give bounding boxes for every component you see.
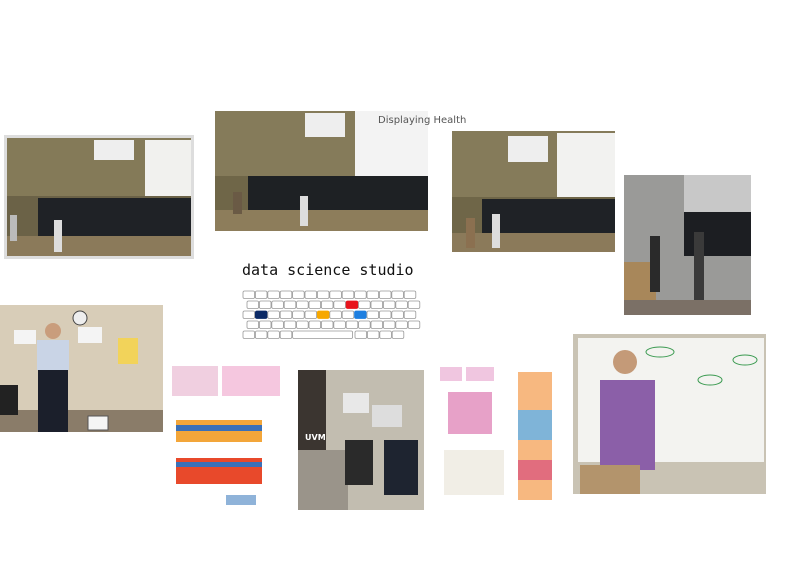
keyboard-logo — [242, 290, 421, 339]
key — [292, 290, 305, 299]
key — [308, 320, 322, 329]
key — [403, 310, 417, 319]
key — [378, 290, 392, 299]
key — [345, 320, 359, 329]
key — [283, 320, 297, 329]
photo-chart-alluvial — [438, 360, 556, 500]
key — [391, 290, 404, 299]
key — [279, 310, 293, 319]
photo-lecture-3 — [452, 131, 615, 252]
photo-lecture-1 — [4, 135, 194, 259]
key — [258, 320, 272, 329]
photo-classroom: UVM — [298, 370, 424, 510]
photo-sign: UVM — [305, 433, 326, 442]
key — [329, 310, 342, 319]
key — [379, 330, 392, 339]
key — [382, 320, 396, 329]
key — [333, 320, 346, 329]
key — [304, 310, 318, 319]
key — [378, 310, 392, 319]
key — [316, 290, 330, 299]
photo-presenters — [624, 175, 751, 315]
slide-text: Displaying Health — [378, 115, 466, 126]
key — [403, 290, 417, 299]
key — [320, 320, 334, 329]
key — [279, 290, 293, 299]
key — [345, 300, 359, 309]
key — [292, 330, 354, 339]
key — [246, 320, 260, 329]
key — [366, 330, 380, 339]
key — [296, 320, 309, 329]
key — [395, 300, 408, 309]
key — [242, 310, 256, 319]
photo-whiteboard — [573, 334, 766, 494]
photo-lecture-2: Displaying Health — [215, 111, 466, 231]
logo-title: data science studio — [242, 261, 414, 279]
key — [391, 310, 404, 319]
key — [254, 330, 268, 339]
key — [370, 300, 384, 309]
key — [296, 300, 309, 309]
key — [333, 300, 346, 309]
key — [254, 310, 268, 319]
key — [358, 300, 371, 309]
key — [358, 320, 371, 329]
key — [341, 290, 355, 299]
key — [329, 290, 342, 299]
key — [391, 330, 405, 339]
key — [271, 320, 284, 329]
key — [382, 300, 396, 309]
key — [271, 300, 284, 309]
key — [341, 310, 355, 319]
key — [354, 310, 367, 319]
key — [292, 310, 305, 319]
key — [316, 310, 330, 319]
key — [267, 330, 280, 339]
key — [407, 300, 421, 309]
key — [304, 290, 318, 299]
key — [258, 300, 272, 309]
key — [283, 300, 297, 309]
key — [366, 310, 380, 319]
key — [267, 290, 280, 299]
key — [320, 300, 334, 309]
key — [267, 310, 280, 319]
photo-chart-heatmap — [170, 360, 282, 510]
key — [354, 330, 368, 339]
key — [407, 320, 421, 329]
key — [254, 290, 268, 299]
photo-speaker — [0, 305, 163, 432]
key — [354, 290, 367, 299]
key — [366, 290, 380, 299]
key — [242, 330, 256, 339]
key — [246, 300, 260, 309]
key — [395, 320, 408, 329]
key — [242, 290, 256, 299]
key — [279, 330, 293, 339]
key — [370, 320, 384, 329]
key — [308, 300, 322, 309]
